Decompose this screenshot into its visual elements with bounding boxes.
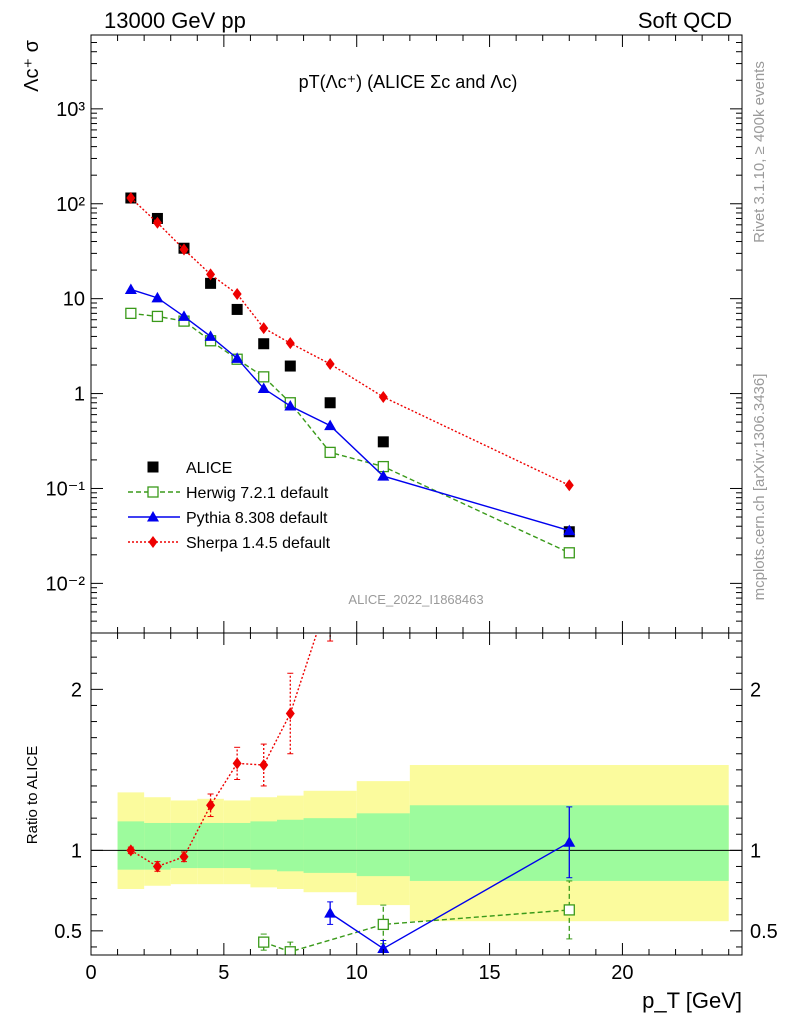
uncertainty-band-inner (197, 822, 224, 869)
pythia-point (178, 310, 190, 321)
sherpa-point (378, 391, 388, 404)
legend-sherpa-marker (148, 536, 158, 548)
sherpa-line (130, 197, 570, 486)
legend: ALICE Herwig 7.2.1 default Pythia 8.308 de… (128, 460, 331, 552)
main-y-axis-label: Λc⁺ σ (21, 39, 43, 91)
pythia-line (130, 288, 570, 532)
sherpa-ratio-point (259, 759, 269, 772)
uncertainty-band-inner (356, 813, 410, 877)
process-category-label: Soft QCD (638, 8, 732, 33)
herwig-point (151, 310, 164, 323)
legend-alice-label: ALICE (186, 460, 232, 477)
mcplots-label: mcplots.cern.ch [arXiv:1306.3436] (751, 374, 768, 601)
ratio-plot-frame (90, 632, 743, 956)
alice-data-point (258, 338, 270, 350)
ratio-y-axis-label: Ratio to ALICE (24, 746, 41, 844)
herwig-point (563, 547, 575, 559)
legend-herwig-marker (147, 486, 159, 498)
sherpa-ratio-point (152, 860, 162, 873)
y-tick-label: 10³ (56, 99, 85, 121)
legend-sherpa-label: Sherpa 1.4.5 default (186, 535, 331, 552)
sherpa-point (564, 479, 574, 492)
main-plot: 10⁻² 10⁻¹ 1 10 10² 10³ pT(Λc⁺) (ALICE Σc and … (21, 34, 743, 634)
pythia-point (563, 524, 576, 536)
sherpa-point (126, 191, 136, 204)
energy-label: 13000 GeV pp (104, 8, 246, 33)
herwig-line (130, 312, 570, 554)
y-tick-label: 10² (56, 194, 85, 216)
y-tick-label: 1 (74, 384, 85, 406)
pythia-point (151, 291, 164, 303)
ratio-y-tick-label-left: 0.5 (54, 921, 82, 943)
herwig-ratio-point (258, 936, 270, 948)
herwig-point (377, 460, 389, 473)
sherpa-ratio-point (232, 757, 242, 770)
sherpa-ratio-point (206, 799, 216, 812)
sherpa-ratio-point (179, 850, 189, 863)
uncertainty-band-inner (223, 822, 251, 869)
herwig-ratio-point (563, 904, 575, 916)
pythia-ratio-point (377, 942, 390, 954)
sherpa-point (259, 322, 269, 335)
x-tick-label: 10 (346, 962, 368, 984)
pythia-point (324, 419, 337, 431)
pythia-point (231, 352, 244, 363)
sherpa-point (232, 287, 242, 300)
alice-data-point (205, 277, 217, 289)
uncertainty-band-inner (250, 821, 277, 870)
y-tick-label: 10 (63, 289, 85, 311)
ratio-y-tick-label-left: 1 (71, 840, 82, 862)
rivet-version-label: Rivet 3.1.10, ≥ 400k events (751, 61, 768, 243)
uncertainty-band-inner (277, 819, 304, 872)
legend-pythia-marker (147, 511, 159, 522)
pythia-ratio-point (324, 907, 337, 918)
herwig-point (125, 307, 137, 320)
x-tick-label: 0 (85, 962, 96, 984)
sherpa-ratio-point (285, 707, 295, 720)
sherpa-point (179, 243, 189, 256)
y-tick-label: 10⁻² (46, 573, 86, 595)
pythia-point (284, 399, 297, 411)
sherpa-point (152, 216, 162, 229)
x-tick-label: 20 (611, 962, 633, 984)
x-axis-label: p_T [GeV] (642, 988, 742, 1013)
herwig-ratio-line (263, 909, 570, 953)
ratio-y-tick-label-right: 2 (750, 679, 761, 701)
herwig-point (324, 446, 336, 459)
ratio-y-tick-label-right: 0.5 (750, 921, 778, 943)
ratio-y-tick-label-right: 1 (750, 840, 761, 862)
herwig-point (258, 371, 270, 383)
sherpa-point (325, 357, 335, 370)
alice-data-point (284, 360, 296, 372)
sherpa-ratio-point (326, 587, 335, 599)
pythia-point (124, 283, 137, 294)
sherpa-point (285, 337, 295, 350)
herwig-ratio-point (284, 946, 296, 955)
y-tick-label: 10⁻¹ (46, 478, 86, 500)
legend-herwig-label: Herwig 7.2.1 default (186, 485, 329, 502)
sherpa-point (206, 268, 216, 281)
ratio-plot: 0 5 10 15 20 0.5 0.5 1 1 2 2 Ratio to ALICE p_T [G… (24, 587, 778, 1013)
main-plot-title: pT(Λc⁺) (ALICE Σc and Λc) (299, 72, 518, 92)
pythia-point (204, 330, 217, 341)
pythia-point (377, 470, 390, 481)
x-tick-label: 5 (218, 962, 229, 984)
uncertainty-band-inner (303, 818, 357, 873)
legend-pythia-label: Pythia 8.308 default (186, 510, 328, 527)
herwig-ratio-point (377, 918, 389, 931)
alice-data-point (377, 436, 389, 448)
sherpa-ratio-point (126, 844, 136, 857)
legend-alice-marker (147, 461, 159, 473)
pythia-ratio-point (563, 836, 576, 847)
pythia-point (257, 382, 270, 394)
sherpa-ratio-line (130, 633, 318, 868)
x-tick-label: 15 (478, 962, 500, 984)
alice-data-point (324, 397, 336, 409)
analysis-id-label: ALICE_2022_I1868463 (348, 592, 483, 607)
ratio-y-tick-label-left: 2 (71, 679, 82, 701)
alice-data-point (231, 303, 243, 315)
